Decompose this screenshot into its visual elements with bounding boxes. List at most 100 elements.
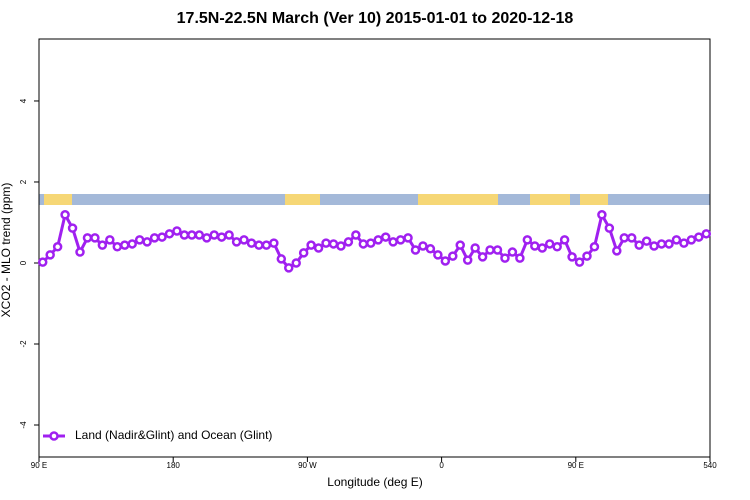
data-point <box>90 233 100 243</box>
data-point <box>127 239 137 249</box>
data-point <box>477 252 488 262</box>
data-point <box>694 232 704 242</box>
data-point <box>403 233 413 243</box>
data-point <box>246 238 257 248</box>
x-tick-label: 180 <box>167 461 181 470</box>
y-tick-label: -4 <box>19 421 28 429</box>
data-point <box>179 230 190 240</box>
data-point <box>634 240 644 250</box>
x-axis-label: Longitude (deg E) <box>327 475 422 489</box>
data-point <box>172 226 182 236</box>
data-point <box>97 240 108 250</box>
data-point <box>164 229 175 239</box>
data-point <box>559 235 570 245</box>
data-point <box>60 210 70 220</box>
data-point <box>380 232 391 242</box>
data-point <box>149 233 160 243</box>
data-point <box>656 239 667 249</box>
y-tick-label: 4 <box>19 98 28 103</box>
data-point <box>679 238 689 248</box>
data-point <box>269 238 279 248</box>
data-point <box>134 235 145 245</box>
data-point <box>641 236 652 246</box>
data-point <box>395 235 406 245</box>
data-point <box>216 232 227 242</box>
data-point <box>552 242 562 252</box>
data-point <box>75 247 85 257</box>
data-point <box>254 240 264 250</box>
data-point <box>231 237 242 247</box>
data-point <box>82 233 93 243</box>
data-point <box>157 232 167 242</box>
x-tick-label: 90 E <box>31 461 47 470</box>
data-point <box>328 239 339 249</box>
y-axis-label: XCO2 - MLO trend (ppm) <box>0 183 13 318</box>
land-ocean-strip <box>39 194 710 205</box>
x-tick-label: 0 <box>439 461 444 470</box>
data-point <box>604 223 615 233</box>
data-point <box>522 235 533 245</box>
data-point <box>544 239 555 249</box>
y-tick-label: 2 <box>19 179 28 184</box>
data-point <box>105 235 115 245</box>
x-tick-label: 90 W <box>298 461 317 470</box>
data-point <box>67 223 78 233</box>
data-point <box>52 242 63 252</box>
data-point <box>202 233 212 243</box>
data-point <box>433 250 443 260</box>
data-point <box>321 238 331 248</box>
data-point <box>574 257 585 267</box>
data-point <box>373 235 383 245</box>
data-point <box>455 240 465 250</box>
y-tick-label: 0 <box>19 260 28 265</box>
data-point <box>261 240 272 250</box>
data-point <box>537 243 547 253</box>
data-point <box>701 229 712 239</box>
data-point <box>284 263 294 273</box>
legend-marker <box>49 431 59 441</box>
data-point <box>470 243 480 253</box>
data-point <box>224 230 234 240</box>
plot-frame <box>38 38 711 458</box>
data-point <box>567 252 577 262</box>
data-point <box>582 251 592 261</box>
data-point <box>649 241 659 251</box>
data-point <box>306 240 316 250</box>
data-point <box>492 245 503 255</box>
data-point <box>462 255 473 265</box>
legend-label: Land (Nadir&Glint) and Ocean (Glint) <box>75 428 272 442</box>
data-point <box>276 254 287 264</box>
data-point <box>112 242 123 252</box>
chart-title: 17.5N-22.5N March (Ver 10) 2015-01-01 to… <box>177 10 574 27</box>
data-point <box>418 241 428 251</box>
data-point <box>194 230 205 240</box>
data-point <box>507 247 518 257</box>
data-point <box>358 239 369 249</box>
data-point <box>448 251 458 261</box>
data-point <box>336 241 346 251</box>
data-point <box>671 235 682 245</box>
data-point <box>515 253 525 263</box>
x-tick-label: 90 E <box>568 461 584 470</box>
y-tick-label: -2 <box>19 340 28 348</box>
data-point <box>142 237 152 247</box>
data-point <box>410 245 421 255</box>
data-point <box>187 230 197 240</box>
data-point <box>298 248 309 258</box>
data-point <box>366 238 376 248</box>
data-point <box>388 237 398 247</box>
data-point <box>425 244 436 254</box>
data-point <box>291 258 301 268</box>
data-point <box>440 256 451 266</box>
data-point <box>239 235 249 245</box>
data-point <box>485 245 495 255</box>
data-point <box>351 230 361 240</box>
data-point <box>664 239 674 249</box>
data-point <box>530 241 540 251</box>
data-point <box>619 233 630 243</box>
data-point <box>313 243 324 253</box>
data-point <box>37 257 48 267</box>
data-point <box>597 210 607 220</box>
data-point <box>612 246 622 256</box>
